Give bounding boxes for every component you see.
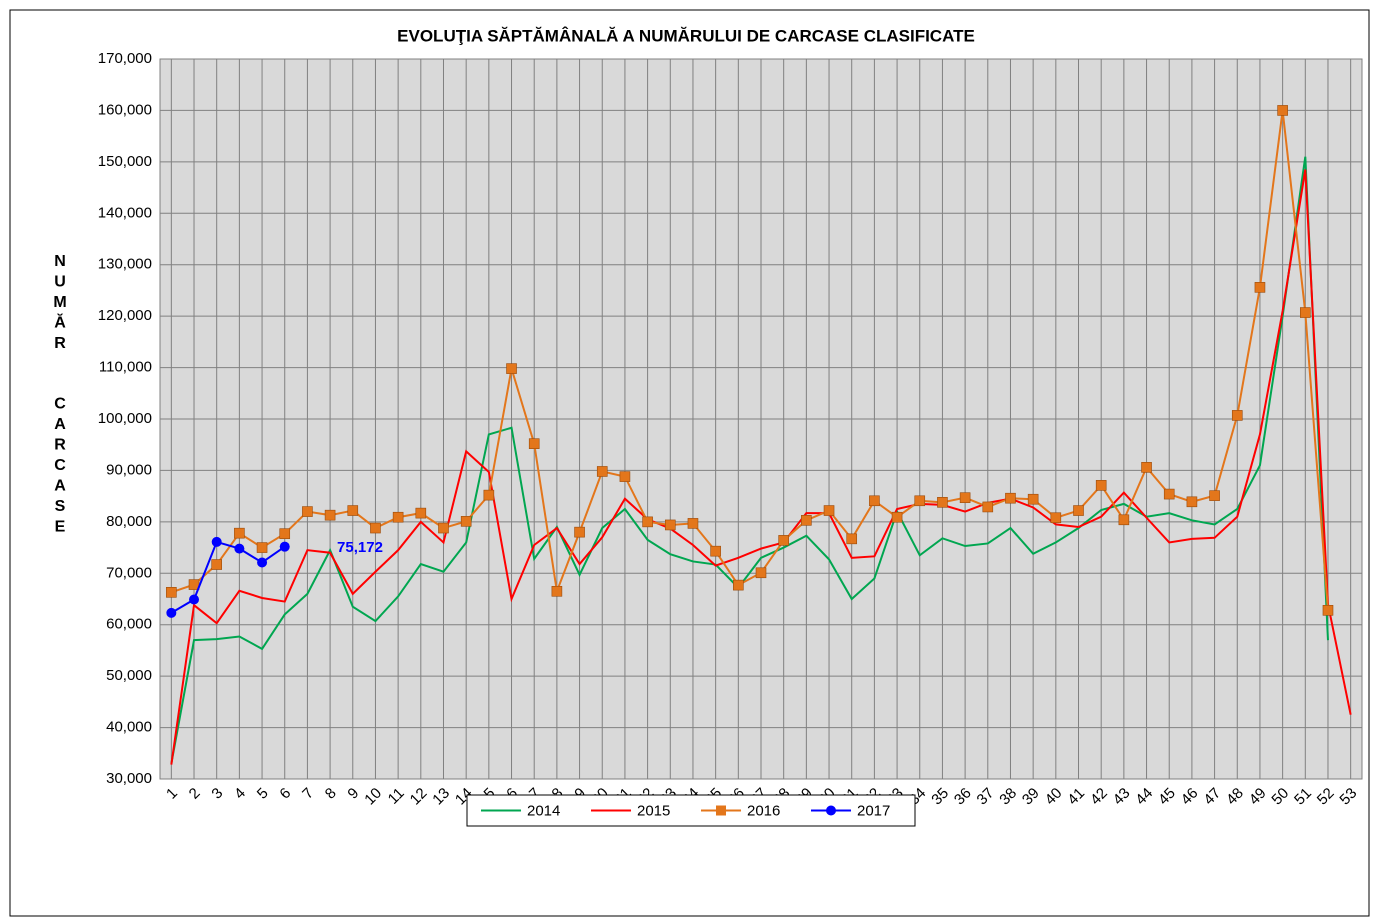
y-tick-label: 70,000 xyxy=(106,564,152,581)
marker xyxy=(257,557,268,568)
marker xyxy=(642,516,653,528)
marker xyxy=(1163,488,1175,500)
y-tick-label: 30,000 xyxy=(106,770,152,787)
y-tick-label: 110,000 xyxy=(99,359,152,376)
y-tick-label: 100,000 xyxy=(98,410,152,427)
annotation: 75,172 xyxy=(337,539,383,556)
chart-title: EVOLUŢIA SĂPTĂMÂNALĂ A NUMĂRULUI DE CARC… xyxy=(397,26,975,45)
marker xyxy=(1118,514,1130,526)
marker xyxy=(778,535,789,546)
series-line xyxy=(170,156,1329,764)
legend-marker xyxy=(716,805,726,816)
marker xyxy=(733,579,744,591)
marker xyxy=(959,492,971,503)
marker xyxy=(823,505,835,516)
marker xyxy=(1050,512,1062,524)
marker xyxy=(1209,490,1220,501)
series-line xyxy=(171,110,1329,611)
y-tick-label: 50,000 xyxy=(106,667,152,684)
marker xyxy=(234,543,245,554)
marker xyxy=(415,507,427,519)
marker xyxy=(324,509,336,521)
marker xyxy=(438,522,449,534)
marker xyxy=(755,567,767,579)
marker xyxy=(619,471,631,482)
marker xyxy=(506,363,517,374)
marker xyxy=(1027,493,1039,505)
marker xyxy=(189,594,200,605)
y-tick-label: 150,000 xyxy=(98,153,152,170)
marker xyxy=(528,438,540,449)
marker xyxy=(166,607,177,618)
marker xyxy=(483,489,495,501)
legend-label: 2014 xyxy=(527,802,560,819)
marker xyxy=(302,506,313,517)
y-tick-label: 120,000 xyxy=(98,307,152,324)
marker xyxy=(596,466,608,477)
series-line xyxy=(170,169,1352,765)
marker xyxy=(710,545,721,557)
marker xyxy=(392,511,404,523)
marker xyxy=(279,528,291,539)
y-tick-label: 140,000 xyxy=(98,204,152,221)
y-tick-label: 40,000 xyxy=(106,719,152,736)
marker xyxy=(1186,496,1198,508)
marker xyxy=(234,527,245,539)
marker xyxy=(211,536,222,547)
marker xyxy=(256,542,268,553)
marker xyxy=(166,587,177,598)
legend-label: 2017 xyxy=(857,802,890,819)
marker xyxy=(869,495,880,507)
marker xyxy=(801,515,812,526)
marker xyxy=(347,505,359,516)
marker xyxy=(370,522,381,534)
legend-label: 2015 xyxy=(637,802,670,819)
marker xyxy=(1005,492,1016,504)
marker xyxy=(1254,282,1266,293)
y-tick-label: 160,000 xyxy=(98,101,152,118)
marker xyxy=(914,495,926,507)
marker xyxy=(664,519,676,531)
legend-marker xyxy=(826,805,836,816)
marker xyxy=(551,585,563,597)
legend-label: 2016 xyxy=(747,802,780,819)
marker xyxy=(1322,605,1334,616)
y-tick-label: 90,000 xyxy=(106,461,152,478)
marker xyxy=(846,533,858,545)
marker xyxy=(687,518,699,529)
y-tick-label: 60,000 xyxy=(106,616,152,633)
marker xyxy=(1277,105,1288,116)
y-tick-label: 170,000 xyxy=(98,50,152,67)
marker xyxy=(982,501,994,513)
marker xyxy=(1073,505,1084,516)
marker xyxy=(211,559,222,570)
marker xyxy=(937,497,948,508)
marker xyxy=(460,516,472,527)
y-tick-label: 80,000 xyxy=(106,513,152,530)
marker xyxy=(1141,462,1152,473)
marker xyxy=(1231,410,1243,421)
marker xyxy=(574,526,585,538)
marker xyxy=(891,511,903,523)
marker xyxy=(1095,480,1107,491)
marker xyxy=(1300,307,1311,318)
y-tick-label: 130,000 xyxy=(98,256,152,273)
marker xyxy=(279,541,290,552)
